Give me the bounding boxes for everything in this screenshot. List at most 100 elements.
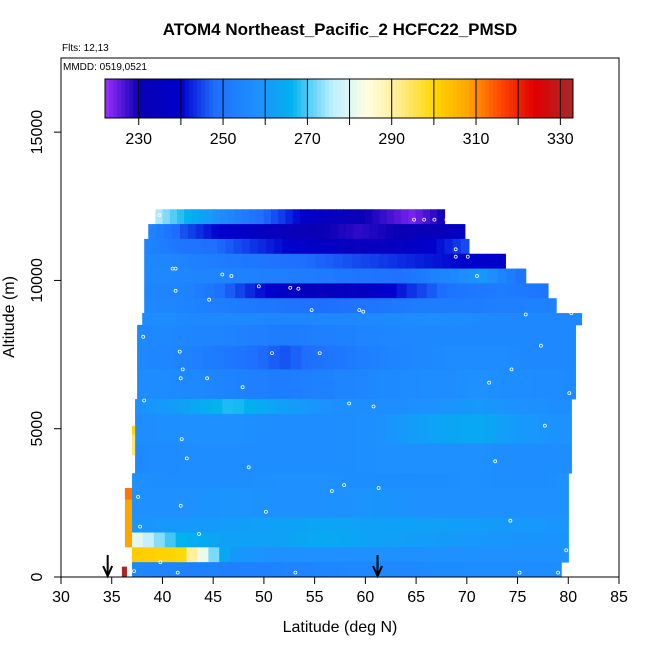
heatmap-cell — [154, 283, 165, 299]
heatmap-cell — [220, 209, 229, 225]
heatmap-cell — [515, 313, 528, 326]
heatmap-cell — [356, 283, 367, 299]
heatmap-cell — [195, 298, 207, 314]
sample-point — [543, 423, 547, 428]
heatmap-cell — [236, 298, 248, 314]
heatmap-cell — [262, 532, 275, 548]
heatmap-cell — [160, 238, 170, 255]
heatmap-cell — [208, 517, 220, 533]
heatmap-cell — [159, 345, 171, 370]
heatmap-cell — [222, 413, 234, 444]
heatmap-cell — [317, 473, 329, 489]
heatmap-cell — [177, 209, 185, 225]
heatmap-cell — [175, 532, 188, 548]
colorbar-segment — [429, 79, 434, 118]
colorbar-segment — [333, 79, 338, 118]
heatmap-cell — [425, 224, 434, 240]
heatmap-cell — [297, 253, 308, 269]
heatmap-cell — [225, 238, 235, 255]
heatmap-cell — [448, 547, 460, 563]
heatmap-cell — [407, 399, 420, 415]
heatmap-cell — [179, 224, 189, 240]
heatmap-cell — [274, 238, 283, 255]
heatmap-cell — [230, 547, 242, 563]
heatmap-cell — [361, 532, 373, 548]
heatmap-cell — [169, 324, 182, 347]
heatmap-cell — [509, 345, 522, 370]
heatmap-cell — [476, 324, 489, 347]
colorbar-segment — [393, 79, 398, 118]
heatmap-cell — [287, 413, 300, 444]
sample-point — [487, 380, 492, 385]
heatmap-cell — [411, 268, 422, 284]
colorbar-tick-label: 270 — [294, 131, 321, 148]
heatmap-cell — [273, 488, 286, 519]
heatmap-cell — [244, 399, 256, 415]
heatmap-cell — [437, 488, 449, 519]
sample-point — [317, 351, 322, 356]
heatmap-cell — [364, 413, 376, 444]
heatmap-cell — [164, 488, 177, 519]
heatmap-cell — [502, 532, 515, 548]
heatmap-cell — [276, 443, 289, 474]
heatmap-cell — [441, 224, 450, 240]
heatmap-cell — [350, 532, 362, 548]
colorbar-segment — [353, 79, 358, 118]
heatmap-cell — [449, 268, 460, 284]
heatmap-cell — [250, 562, 262, 577]
heatmap-cell — [404, 473, 417, 489]
heatmap-cell — [251, 517, 264, 533]
heatmap-cell — [317, 313, 330, 326]
colorbar-segment — [489, 79, 494, 118]
heatmap-cell — [255, 399, 267, 415]
heatmap-cell — [553, 324, 566, 347]
heatmap-cell — [224, 369, 237, 400]
heatmap-cell — [320, 443, 332, 474]
heatmap-cell — [531, 345, 544, 370]
heatmap-cell — [424, 253, 434, 269]
heatmap-cell — [477, 283, 489, 299]
heatmap-cell — [442, 298, 454, 314]
heatmap-cell — [328, 517, 340, 533]
heatmap-cell — [290, 369, 303, 400]
colorbar-segment — [365, 79, 370, 118]
y-tick-label: 15000 — [29, 110, 46, 155]
heatmap-cell — [504, 298, 516, 314]
heatmap-cell — [241, 313, 253, 326]
heatmap-cell — [168, 238, 178, 255]
heatmap-cell — [241, 547, 253, 563]
heatmap-cell — [454, 345, 467, 370]
heatmap-cell — [148, 345, 160, 370]
heatmap-cell — [393, 224, 403, 240]
heatmap-cell — [475, 562, 487, 577]
heatmap-edge-strip — [121, 566, 127, 577]
heatmap-cell — [186, 547, 199, 563]
heatmap-cell — [256, 209, 265, 225]
heatmap-cell — [279, 369, 292, 400]
heatmap-cell — [334, 324, 346, 347]
heatmap-cell — [396, 399, 409, 415]
heatmap-cell — [339, 517, 351, 533]
heatmap-cell — [235, 345, 248, 370]
heatmap-cell — [372, 313, 385, 326]
colorbar-tick-label: 230 — [125, 131, 152, 148]
heatmap-cell — [219, 313, 231, 326]
heatmap-cell — [159, 369, 171, 400]
heatmap-cell — [524, 473, 537, 489]
heatmap-cell — [375, 443, 387, 474]
heatmap-cell — [517, 283, 529, 299]
heatmap-cell — [386, 283, 398, 299]
heatmap-cell — [448, 224, 458, 240]
heatmap-cell — [396, 443, 409, 474]
heatmap-cell — [436, 283, 448, 299]
heatmap-cell — [252, 253, 263, 269]
heatmap-edge-strip — [124, 499, 133, 548]
heatmap-cell — [426, 473, 438, 489]
sample-point — [178, 503, 183, 508]
heatmap-cell — [338, 224, 347, 240]
heatmap-cell — [216, 298, 228, 314]
sample-point — [371, 404, 376, 409]
colorbar-segment — [561, 79, 566, 118]
heatmap-cell — [452, 238, 462, 255]
heatmap-cell — [418, 443, 431, 474]
